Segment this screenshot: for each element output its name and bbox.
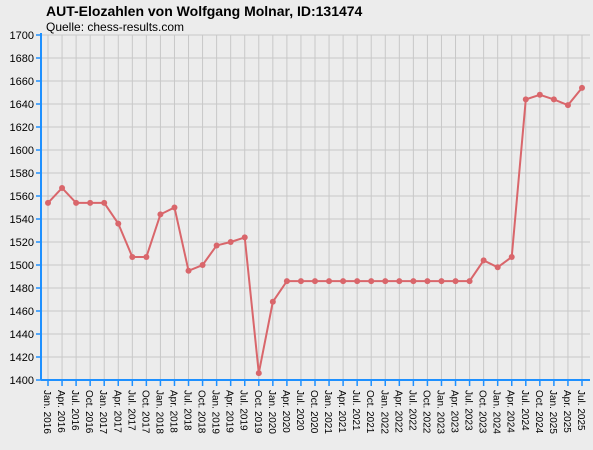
x-tick-label: Apr. 2020 xyxy=(280,390,291,433)
x-tick-label: Apr. 2024 xyxy=(505,390,516,433)
x-tick-label: Jul. 2025 xyxy=(575,390,586,431)
data-point xyxy=(354,278,361,285)
y-tick-label: 1500 xyxy=(10,260,34,272)
data-point xyxy=(564,102,571,109)
x-tick-label: Oct. 2019 xyxy=(252,390,263,434)
x-tick-label: Apr. 2022 xyxy=(392,390,403,433)
y-tick-label: 1640 xyxy=(10,99,34,111)
data-point xyxy=(340,278,347,285)
chart-subtitle: Quelle: chess-results.com xyxy=(46,20,184,34)
x-tick-label: Jan. 2020 xyxy=(266,390,277,434)
x-tick-label: Jan. 2025 xyxy=(547,390,558,434)
data-point xyxy=(522,96,529,103)
data-point xyxy=(199,262,206,268)
data-point xyxy=(171,204,178,211)
data-point xyxy=(283,278,290,285)
y-tick-label: 1420 xyxy=(10,352,34,364)
y-tick-label: 1680 xyxy=(10,53,34,65)
x-tick-label: Jan. 2019 xyxy=(210,390,221,434)
x-tick-label: Oct. 2022 xyxy=(420,390,431,434)
x-tick-label: Jul. 2019 xyxy=(238,390,249,431)
x-tick-label: Apr. 2016 xyxy=(55,390,66,433)
y-tick-label: 1540 xyxy=(10,214,34,226)
data-point xyxy=(129,253,136,260)
data-point xyxy=(87,199,94,206)
x-tick-label: Jan. 2016 xyxy=(41,390,52,434)
data-point xyxy=(241,234,248,241)
data-point xyxy=(410,278,417,285)
data-point xyxy=(269,298,276,305)
x-tick-label: Oct. 2017 xyxy=(139,390,150,434)
data-point xyxy=(382,278,389,285)
x-tick-label: Apr. 2019 xyxy=(224,390,235,433)
x-tick-label: Jul. 2017 xyxy=(125,390,136,431)
data-point xyxy=(157,211,164,218)
x-tick-label: Jul. 2018 xyxy=(182,390,193,431)
x-tick-label: Jan. 2022 xyxy=(378,390,389,434)
data-point xyxy=(466,278,473,285)
chart-title: AUT-Elozahlen von Wolfgang Molnar, ID:13… xyxy=(46,3,363,19)
y-tick-label: 1440 xyxy=(10,329,34,341)
x-tick-label: Jan. 2017 xyxy=(97,390,108,434)
x-tick-label: Jan. 2024 xyxy=(491,390,502,434)
data-point xyxy=(326,278,333,285)
data-point xyxy=(396,278,403,285)
data-point xyxy=(115,220,122,227)
x-tick-label: Apr. 2025 xyxy=(561,390,572,433)
x-tick-label: Oct. 2024 xyxy=(533,390,544,434)
y-tick-label: 1580 xyxy=(10,168,34,180)
data-point xyxy=(101,199,108,206)
x-tick-label: Jul. 2021 xyxy=(350,390,361,431)
x-tick-label: Oct. 2016 xyxy=(83,390,94,434)
data-point xyxy=(508,253,515,260)
y-tick-label: 1600 xyxy=(10,145,34,157)
x-tick-label: Jan. 2023 xyxy=(434,390,445,434)
data-point xyxy=(494,264,501,271)
x-tick-label: Oct. 2021 xyxy=(364,390,375,434)
data-point xyxy=(579,84,585,91)
y-tick-label: 1560 xyxy=(10,191,34,203)
data-point xyxy=(255,370,262,377)
data-point xyxy=(143,253,150,260)
y-tick-label: 1700 xyxy=(10,30,34,42)
y-tick-label: 1660 xyxy=(10,76,34,88)
data-point xyxy=(213,242,220,249)
data-point xyxy=(550,96,557,103)
data-point xyxy=(59,184,66,191)
data-point xyxy=(45,199,51,206)
y-tick-label: 1620 xyxy=(10,122,34,134)
data-point xyxy=(536,91,543,98)
y-tick-label: 1400 xyxy=(10,375,34,387)
y-tick-label: 1480 xyxy=(10,283,34,295)
x-tick-label: Oct. 2020 xyxy=(308,390,319,434)
data-point xyxy=(438,278,445,285)
data-point xyxy=(227,239,234,245)
x-tick-label: Jul. 2022 xyxy=(406,390,417,431)
data-point xyxy=(297,278,304,285)
data-point xyxy=(368,278,375,285)
data-point xyxy=(424,278,431,285)
x-tick-label: Apr. 2021 xyxy=(336,390,347,433)
x-tick-label: Apr. 2017 xyxy=(111,390,122,433)
x-tick-label: Jan. 2021 xyxy=(322,390,333,434)
x-tick-label: Apr. 2023 xyxy=(449,390,460,433)
x-tick-label: Jul. 2020 xyxy=(294,390,305,431)
x-tick-label: Jul. 2023 xyxy=(463,390,474,431)
x-tick-label: Jan. 2018 xyxy=(153,390,164,434)
data-point xyxy=(480,257,487,264)
x-tick-label: Apr. 2018 xyxy=(167,390,178,433)
x-tick-label: Oct. 2023 xyxy=(477,390,488,434)
data-point xyxy=(452,278,459,285)
data-point xyxy=(185,267,192,274)
data-point xyxy=(312,278,318,285)
data-point xyxy=(73,199,80,206)
x-tick-label: Jul. 2024 xyxy=(519,390,530,431)
x-tick-label: Oct. 2018 xyxy=(196,390,207,434)
x-tick-label: Jul. 2016 xyxy=(69,390,80,431)
y-tick-label: 1460 xyxy=(10,306,34,318)
y-tick-label: 1520 xyxy=(10,237,34,249)
